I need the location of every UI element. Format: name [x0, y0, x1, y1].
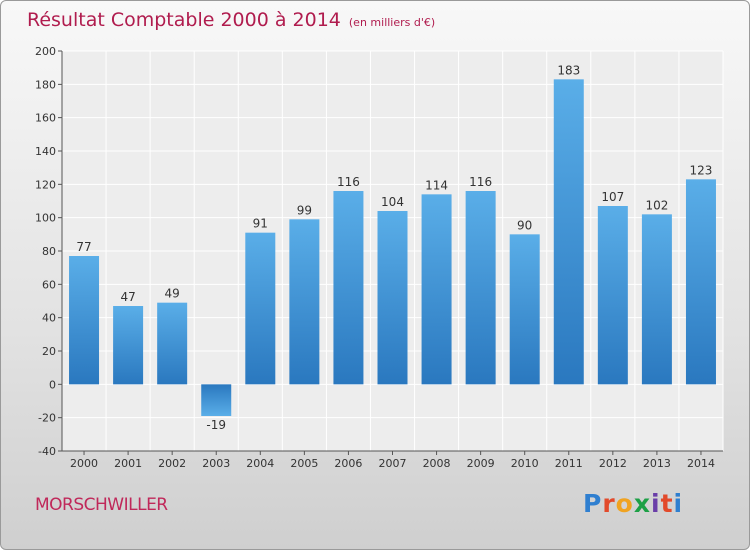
axis-layer: -40 -20 0 20 40 60 80 100 120 140 160 180 200 2000 200…	[35, 45, 723, 470]
y-tick-label: -40	[38, 445, 56, 458]
x-tick-label: 2000	[70, 457, 98, 470]
x-tick-label: 2010	[511, 457, 539, 470]
x-tick-label: 2014	[687, 457, 715, 470]
bar-2014	[685, 179, 716, 385]
x-tick-label: 2006	[334, 457, 362, 470]
bar-2009	[465, 191, 496, 385]
y-tick-label: 40	[42, 312, 56, 325]
proxiti-logo: Proxiti	[583, 489, 683, 518]
bar-2007	[377, 211, 408, 385]
x-tick-label: 2002	[158, 457, 186, 470]
value-label-2006: 116	[337, 175, 360, 189]
chart-subtitle: (en milliers d'€)	[348, 16, 436, 29]
bar-2000	[69, 256, 100, 385]
bar-2006	[333, 191, 364, 385]
x-tick-label: 2013	[643, 457, 671, 470]
logo-letter: i	[651, 489, 661, 518]
x-tick-label: 2011	[555, 457, 583, 470]
bar-2011	[553, 79, 584, 385]
bar-2008	[421, 194, 452, 385]
x-tick-label: 2001	[114, 457, 142, 470]
value-label-2009: 116	[469, 175, 492, 189]
y-tick-label: 200	[35, 45, 56, 58]
chart-title: Résultat Comptable 2000 à 2014 (en millie…	[27, 9, 435, 31]
value-label-2013: 102	[645, 198, 668, 212]
bar-2013	[641, 214, 672, 385]
bar-2010	[509, 234, 540, 385]
logo-letter: P	[583, 489, 603, 518]
y-tick-label: 180	[35, 78, 56, 91]
commune-name: MORSCHWILLER	[35, 495, 168, 515]
y-tick-label: 0	[49, 378, 56, 391]
bar-2012	[597, 206, 628, 385]
value-label-2011: 183	[557, 63, 580, 77]
x-tick-label: 2012	[599, 457, 627, 470]
y-tick-label: 60	[42, 278, 56, 291]
value-label-2012: 107	[601, 190, 624, 204]
bar-2001	[113, 306, 144, 385]
bar-layer	[69, 79, 716, 416]
value-label-2002: 49	[165, 287, 180, 301]
y-tick-label: 140	[35, 145, 56, 158]
value-label-2008: 114	[425, 178, 448, 192]
logo-letter: o	[615, 489, 634, 518]
value-label-2014: 123	[690, 163, 713, 177]
x-tick-label: 2005	[290, 457, 318, 470]
bar-2003	[201, 384, 232, 416]
label-layer: 77 47 49 -19 91 99 116 104 114 116 90 183 107 102 123	[76, 63, 712, 432]
y-tick-label: 100	[35, 212, 56, 225]
logo-letter: i	[673, 489, 684, 518]
value-label-2001: 47	[120, 290, 135, 304]
x-tick-label: 2008	[423, 457, 451, 470]
x-tick-label: 2003	[202, 457, 230, 470]
bar-2002	[157, 302, 188, 385]
value-label-2007: 104	[381, 195, 404, 209]
y-tick-label: 160	[35, 112, 56, 125]
value-label-2005: 99	[297, 203, 312, 217]
value-label-2000: 77	[76, 240, 91, 254]
x-tick-label: 2007	[379, 457, 407, 470]
x-tick-label: 2009	[467, 457, 495, 470]
logo-letter: x	[633, 489, 651, 518]
bar-2005	[289, 219, 320, 385]
logo-letter: r	[602, 489, 616, 518]
y-tick-label: 80	[42, 245, 56, 258]
logo-letter: t	[660, 489, 674, 518]
y-tick-label: 120	[35, 178, 56, 191]
bar-2004	[245, 232, 276, 385]
y-tick-label: -20	[38, 412, 56, 425]
value-label-2010: 90	[517, 218, 532, 232]
y-tick-label: 20	[42, 345, 56, 358]
x-tick-label: 2004	[246, 457, 274, 470]
value-label-2004: 91	[253, 217, 268, 231]
chart-title-text: Résultat Comptable 2000 à 2014	[27, 9, 341, 31]
value-label-2003: -19	[206, 418, 226, 432]
